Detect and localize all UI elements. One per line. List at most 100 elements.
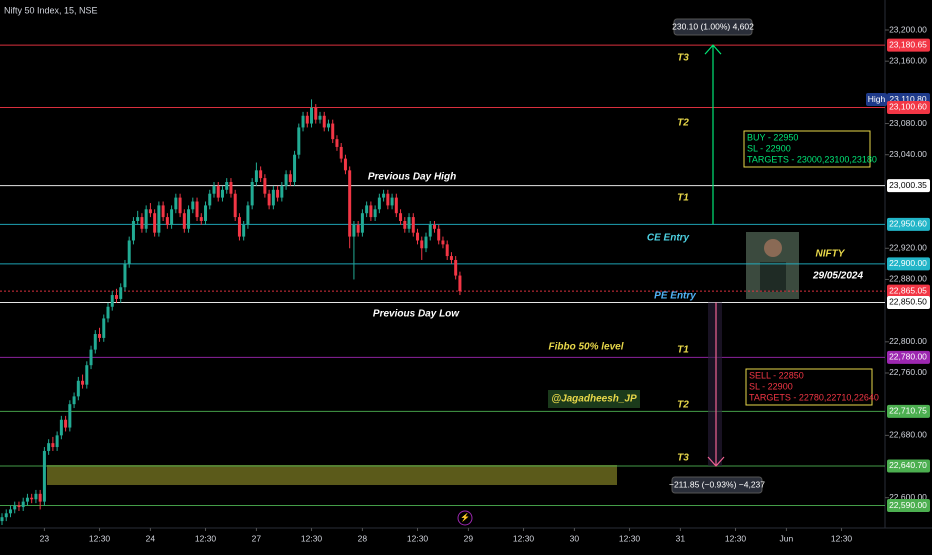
candle-body <box>293 154 297 183</box>
candle-body <box>17 505 21 508</box>
candle-body <box>114 295 118 299</box>
candle-body <box>72 396 76 405</box>
candle-body <box>208 193 212 206</box>
candle-body <box>42 450 46 502</box>
candle-body <box>187 209 191 229</box>
candle-body <box>373 209 377 218</box>
price-label-bg <box>887 38 930 52</box>
x-tick-label: Jun <box>780 533 794 543</box>
price-label-bg <box>887 284 930 298</box>
candle-body <box>428 224 432 237</box>
x-tick-label: 12:30 <box>831 533 853 543</box>
event-icon-bolt[interactable]: ⚡ <box>460 512 470 522</box>
candle-body <box>297 127 301 155</box>
candle-body <box>403 220 407 229</box>
candle-body <box>424 236 428 249</box>
price-label-bg <box>887 217 930 231</box>
candle-body <box>204 205 208 221</box>
candle-body <box>233 193 237 218</box>
candle-body <box>0 517 4 522</box>
candle-body <box>76 380 80 397</box>
candle-body <box>458 275 462 292</box>
y-tick-label: 22,760.00 <box>889 367 927 377</box>
candle-body <box>437 228 441 241</box>
candle-body <box>225 182 229 190</box>
candle-body <box>212 185 216 194</box>
arrow-head <box>707 456 725 467</box>
candle-body <box>136 217 140 221</box>
candle-body <box>195 201 199 218</box>
measure-down: −211.85 (−0.93%) −4,237 <box>669 479 765 489</box>
candle-body <box>93 334 97 350</box>
price-label: 23,180.65 <box>889 39 927 49</box>
price-label: 22,850.50 <box>889 297 927 307</box>
candle-body <box>131 220 135 241</box>
annotation: PE Entry <box>654 291 696 302</box>
measure-box <box>673 18 753 36</box>
demand-zone <box>47 464 617 485</box>
candle-body <box>449 256 453 260</box>
candle-body <box>356 224 360 233</box>
candle-body <box>445 244 449 257</box>
candle-body <box>30 497 34 500</box>
measure-up: 230.10 (1.00%) 4,602 <box>672 21 754 31</box>
candle-body <box>360 213 364 233</box>
candle-body <box>246 205 250 225</box>
candle-body <box>216 185 220 198</box>
sell-box-line: SELL - 22850 <box>749 370 804 380</box>
candle-body <box>89 349 93 366</box>
candle-body <box>21 501 25 508</box>
candle-body <box>305 115 309 124</box>
event-icon[interactable] <box>457 510 473 526</box>
y-tick-label: 22,600.00 <box>889 492 927 502</box>
candle-body <box>220 189 224 198</box>
price-label: 23,000.35 <box>889 180 927 190</box>
candle-body <box>420 240 424 249</box>
arrow-head <box>704 44 722 55</box>
x-tick-label: 31 <box>676 533 686 543</box>
candle-body <box>144 209 148 229</box>
candle-body <box>259 170 263 179</box>
candle-body <box>140 217 144 229</box>
x-tick-label: 27 <box>252 533 262 543</box>
candle-body <box>382 193 386 198</box>
candle-body <box>416 232 420 241</box>
candle-body <box>326 123 330 128</box>
buy-box-border <box>743 130 871 168</box>
sell-box-line: TARGETS - 22780,22710,22640 <box>749 392 879 402</box>
candle-body <box>390 197 394 206</box>
candle-body <box>127 240 131 264</box>
candle-body <box>182 213 186 229</box>
chart-title: Nifty 50 Index, 15, NSE <box>4 5 98 15</box>
candle-body <box>47 443 51 451</box>
candle-body <box>25 497 29 502</box>
measure-band <box>708 302 722 466</box>
measure-box <box>671 476 763 494</box>
candle-body <box>13 505 17 510</box>
candle-body <box>106 306 110 319</box>
sell-box-border <box>745 368 873 406</box>
candle-body <box>102 318 106 338</box>
x-tick-label: 24 <box>146 533 156 543</box>
candle-body <box>191 201 195 210</box>
candle-body <box>280 185 284 198</box>
candle-body <box>284 174 288 186</box>
candle-body <box>110 295 114 307</box>
price-label: 22,900.00 <box>889 258 927 268</box>
candle-body <box>157 205 161 233</box>
candle-body <box>267 193 271 206</box>
annotation: @Jagadheesh_JP <box>551 394 637 405</box>
candle-body <box>386 193 390 206</box>
y-tick-label: 22,880.00 <box>889 274 927 284</box>
price-label: 22,590.00 <box>889 500 927 510</box>
annotation: Previous Day Low <box>373 309 460 320</box>
candle-body <box>352 224 356 237</box>
candle-body <box>310 107 314 124</box>
candle-body <box>64 419 68 428</box>
price-label-bg <box>887 459 930 473</box>
price-label-bg <box>887 295 930 309</box>
candle-body <box>276 189 280 198</box>
candle-body <box>411 217 415 233</box>
candle-body <box>263 178 267 194</box>
candle-body <box>394 197 398 214</box>
